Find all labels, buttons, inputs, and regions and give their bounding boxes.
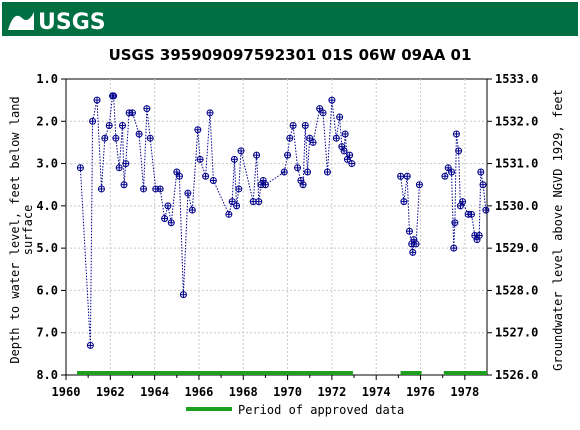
- y-tick-label-left: 3.0: [36, 157, 58, 171]
- y-tick-label-right: 1528.0: [495, 283, 538, 297]
- y-axis-left-label-line2: surface: [21, 205, 35, 256]
- plot-area: [65, 78, 488, 376]
- y-tick-label-right: 1530.0: [495, 199, 538, 213]
- data-points: [76, 92, 490, 349]
- x-tick-label: 1970: [273, 385, 302, 399]
- usgs-wave-icon: [8, 12, 34, 30]
- y-tick-label-right: 1531.0: [495, 157, 538, 171]
- y-tick-label-right: 1529.0: [495, 241, 538, 255]
- x-tick-label: 1978: [450, 385, 479, 399]
- usgs-logo[interactable]: USGS: [8, 10, 106, 35]
- y-tick-label-left: 8.0: [36, 368, 58, 382]
- usgs-banner-graphic: USGS: [2, 2, 578, 36]
- x-tick-label: 1966: [184, 385, 213, 399]
- approved-period-bar: [77, 371, 353, 375]
- y-axis-right-label: Groundwater level above NGVD 1929, feet: [551, 89, 565, 371]
- y-tick-label-right: 1526.0: [495, 368, 538, 382]
- y-tick-label-left: 2.0: [36, 114, 58, 128]
- x-tick-label: 1962: [96, 385, 125, 399]
- x-tick-label: 1968: [229, 385, 258, 399]
- plot-frame: [65, 78, 488, 376]
- y-tick-label-left: 6.0: [36, 283, 58, 297]
- y-tick-label-left: 4.0: [36, 199, 58, 213]
- x-tick-label: 1964: [140, 385, 169, 399]
- y-tick-label-left: 1.0: [36, 72, 58, 86]
- usgs-logo-text: USGS: [38, 10, 106, 35]
- y-axis-right: 1533.0 1532.0 1531.0 1530.0 1529.0 1528.0 1527…: [487, 72, 538, 382]
- series-line: [400, 176, 420, 253]
- series-lines: [79, 95, 487, 346]
- y-axis-left: 1.0 2.0 3.0 4.0 5.0 6.0 7.0 8.0: [36, 72, 66, 382]
- approved-period-bar: [400, 371, 422, 375]
- x-tick-label: 1960: [52, 385, 81, 399]
- x-tick-label: 1974: [362, 385, 391, 399]
- approved-periods: [77, 371, 487, 375]
- x-tick-label: 1976: [406, 385, 435, 399]
- legend: Period of approved data: [186, 403, 404, 417]
- approved-period-bar: [443, 371, 487, 375]
- y-axis-left-label-line1: Depth to water level, feet below land: [8, 96, 22, 363]
- legend-label-approved: Period of approved data: [238, 403, 404, 417]
- x-tick-label: 1972: [317, 385, 346, 399]
- legend-swatch-approved: [186, 407, 232, 411]
- series-line: [79, 95, 353, 346]
- usgs-banner-background: [2, 2, 578, 36]
- y-tick-label-right: 1533.0: [495, 72, 538, 86]
- y-tick-label-left: 5.0: [36, 241, 58, 255]
- y-tick-label-left: 7.0: [36, 326, 58, 340]
- x-axis: 1960 1962 1964 1966 1968 1970 1972 1974 1976 1978: [52, 375, 479, 399]
- usgs-banner: USGS: [0, 0, 580, 40]
- y-tick-label-right: 1532.0: [495, 114, 538, 128]
- chart-title: USGS 395909097592301 01S 06W 09AA 01: [109, 46, 472, 64]
- y-tick-label-right: 1527.0: [495, 326, 538, 340]
